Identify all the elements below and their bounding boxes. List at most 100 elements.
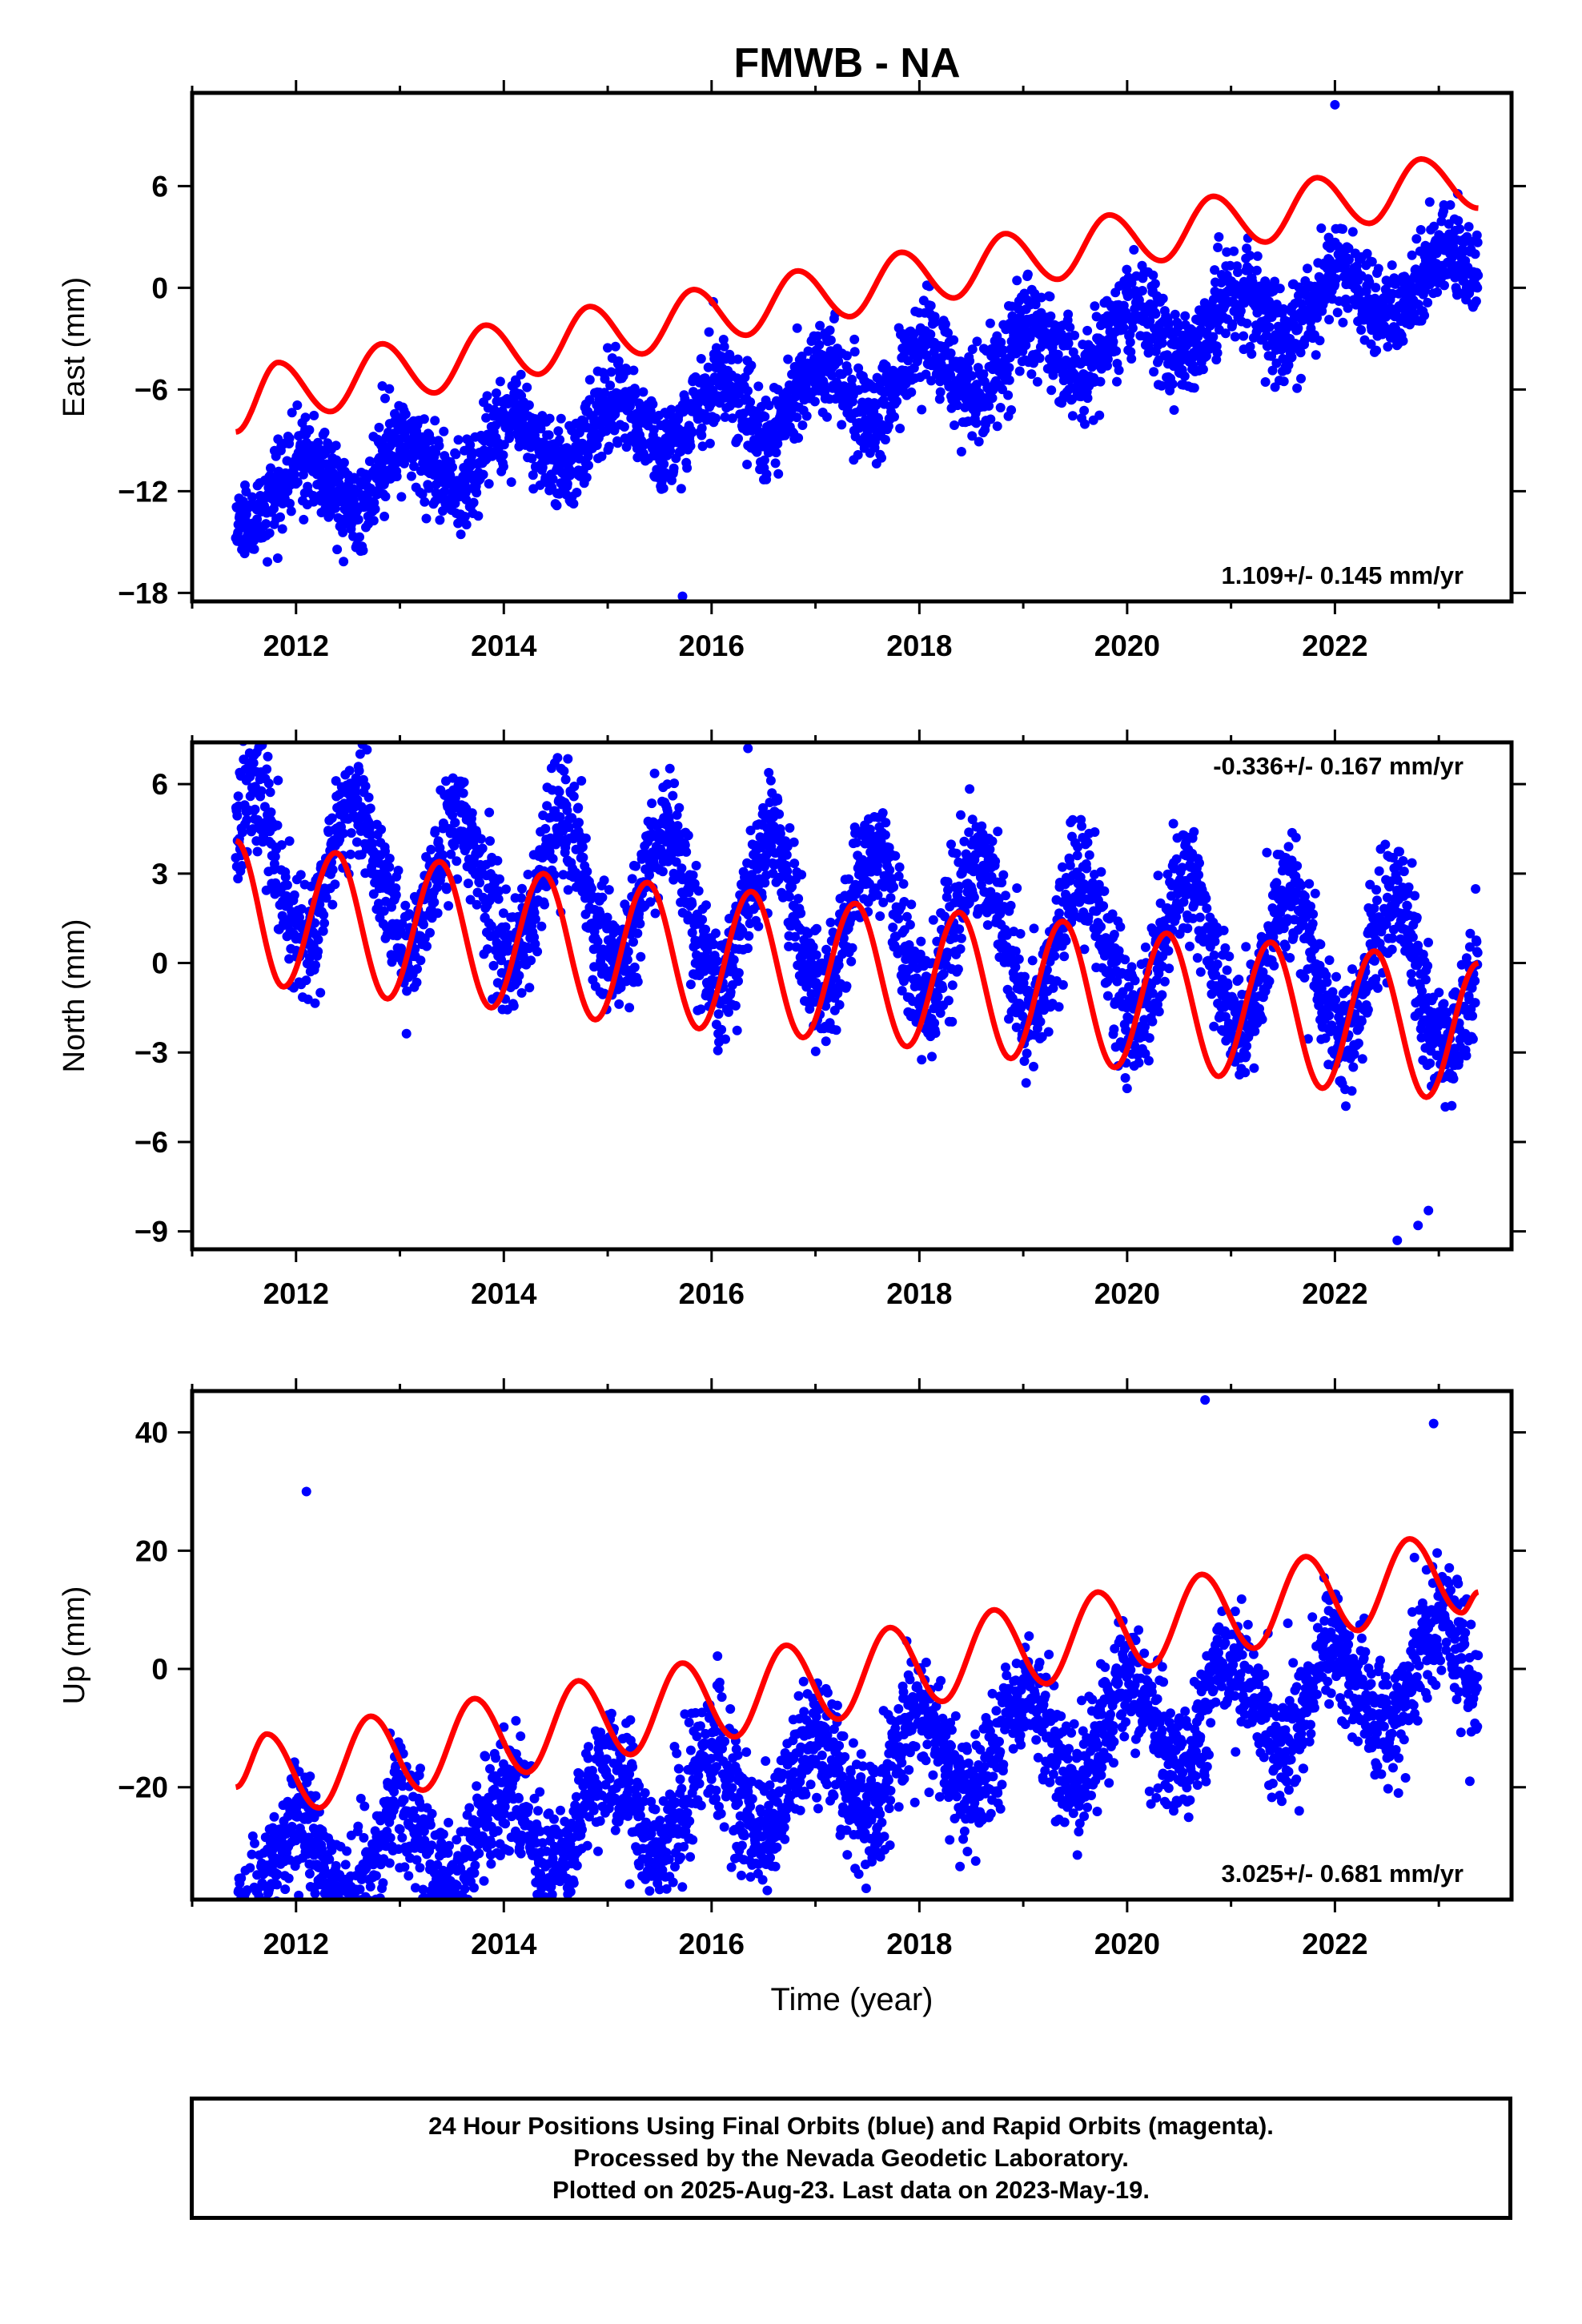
data-point — [833, 356, 844, 367]
data-point — [1222, 247, 1232, 257]
data-point — [417, 489, 428, 500]
data-point — [691, 860, 701, 870]
data-point — [331, 440, 341, 451]
data-point — [610, 341, 620, 352]
data-point — [672, 810, 682, 820]
data-point — [668, 790, 678, 801]
data-point — [1082, 393, 1093, 404]
data-point — [1006, 405, 1017, 415]
data-point — [1095, 376, 1106, 387]
data-point — [522, 382, 532, 392]
data-point — [544, 430, 554, 440]
data-point — [422, 941, 432, 951]
data-point — [567, 813, 577, 823]
x-tick-label: 2020 — [1094, 629, 1160, 662]
data-point — [1247, 349, 1257, 359]
data-point — [1453, 215, 1464, 226]
data-point — [880, 830, 890, 840]
data-point — [681, 846, 692, 857]
data-point — [1260, 276, 1271, 287]
data-point — [1046, 311, 1056, 321]
data-point — [582, 866, 592, 877]
data-point — [1279, 304, 1289, 314]
data-point — [374, 422, 384, 432]
data-point — [1227, 319, 1238, 329]
data-point — [685, 979, 696, 990]
data-point — [256, 786, 267, 796]
data-point — [892, 396, 902, 406]
data-point — [339, 557, 349, 567]
data-point — [946, 370, 956, 380]
data-point — [1407, 250, 1417, 260]
data-point — [458, 788, 468, 798]
data-point — [604, 885, 614, 895]
data-point — [269, 858, 279, 869]
data-point — [789, 837, 799, 847]
data-point — [456, 529, 466, 540]
data-point — [713, 1045, 723, 1055]
data-point — [435, 515, 445, 525]
data-point — [1245, 251, 1255, 260]
data-point — [416, 955, 426, 966]
data-point — [514, 971, 524, 981]
data-point — [666, 404, 677, 415]
data-point — [1114, 365, 1124, 376]
data-point — [380, 492, 391, 501]
data-point — [596, 451, 607, 461]
data-point — [1292, 383, 1303, 393]
data-point — [730, 1000, 741, 1011]
data-point — [560, 774, 571, 785]
data-point — [1111, 346, 1122, 356]
data-point — [266, 463, 275, 473]
data-point — [309, 410, 319, 420]
data-point — [838, 933, 849, 943]
data-point — [404, 909, 415, 919]
data-point — [701, 924, 711, 935]
data-point — [881, 818, 891, 828]
data-point — [773, 795, 783, 806]
data-point — [498, 908, 508, 919]
data-point — [1472, 283, 1483, 293]
data-point — [930, 317, 940, 328]
outlier-point — [1330, 99, 1340, 110]
data-point — [1293, 323, 1303, 333]
data-point — [452, 856, 462, 866]
data-point — [427, 436, 437, 445]
data-point — [1070, 330, 1080, 340]
data-point — [468, 497, 479, 508]
data-point — [1170, 309, 1180, 320]
data-point — [1067, 411, 1078, 421]
data-point — [277, 524, 287, 534]
data-point — [808, 942, 818, 952]
data-point — [524, 983, 535, 993]
data-point — [453, 435, 464, 445]
data-point — [1283, 360, 1294, 370]
data-point — [821, 944, 832, 955]
data-point — [986, 414, 996, 424]
data-point — [1270, 276, 1280, 287]
data-point — [448, 462, 457, 472]
data-point — [875, 911, 885, 921]
data-point — [846, 956, 857, 967]
data-point — [965, 356, 975, 366]
data-point — [578, 852, 588, 862]
data-point — [967, 431, 978, 441]
data-point — [743, 386, 753, 396]
data-point — [693, 886, 704, 896]
data-point — [577, 842, 588, 852]
data-point — [1324, 315, 1335, 325]
data-point — [391, 472, 402, 481]
data-point — [1126, 278, 1137, 288]
data-point — [300, 412, 311, 423]
data-point — [885, 893, 896, 903]
data-point — [321, 893, 331, 903]
data-point — [697, 430, 707, 440]
data-point — [1343, 303, 1353, 313]
data-point — [614, 999, 624, 1009]
data-point — [339, 457, 349, 468]
data-point — [311, 960, 320, 971]
data-point — [687, 427, 697, 437]
data-point — [697, 441, 708, 452]
data-point — [721, 1034, 730, 1044]
